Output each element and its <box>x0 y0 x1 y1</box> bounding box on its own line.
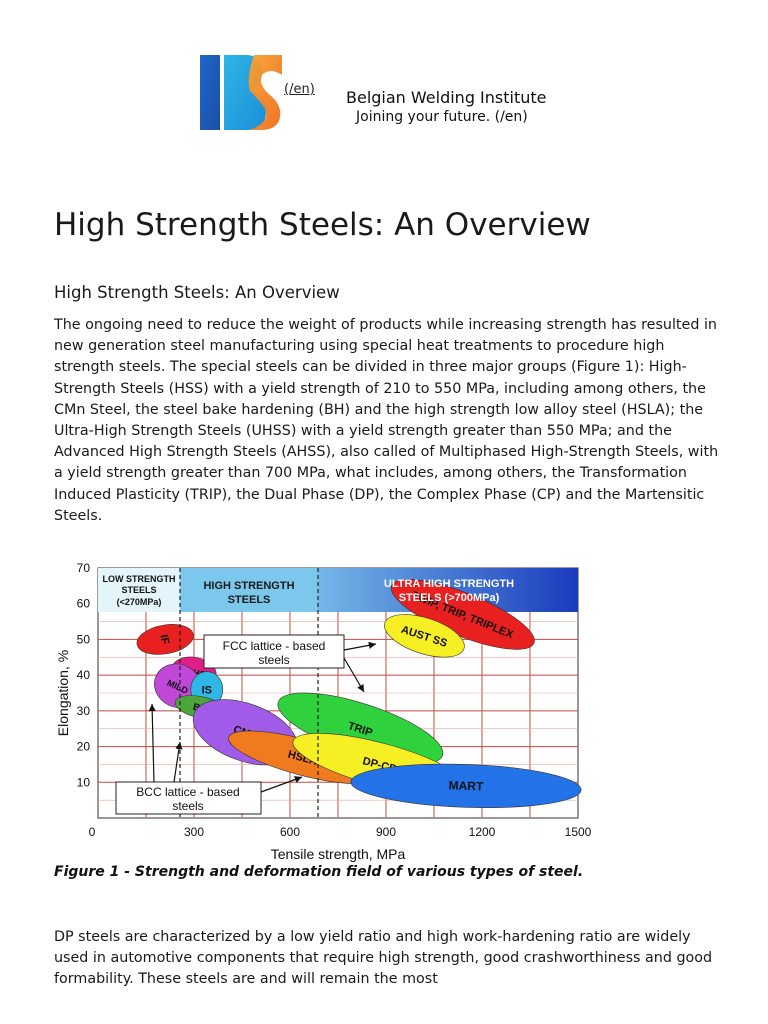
y-axis-label: Elongation, % <box>55 650 71 736</box>
region-aust-ss <box>384 614 465 658</box>
fcc-label-line1: FCC lattice - based <box>223 639 326 653</box>
x-axis-label: Tensile strength, MPa <box>271 846 406 862</box>
region-is-label: IS <box>202 684 212 696</box>
band-low-label-1: LOW STRENGTH <box>103 574 176 584</box>
bcc-arrow-3 <box>260 776 303 793</box>
figure-caption: Figure 1 - Strength and deformation fiel… <box>54 864 584 880</box>
y-tick-label: 10 <box>77 775 91 789</box>
band-ultra-label-2: STEELS (>700MPa) <box>399 592 500 604</box>
x-tick-label: 900 <box>376 825 396 839</box>
steel-regions: IFIF-HSMILDISBHCMnHSLATRIPDP-CPMARTTWIP,… <box>136 579 582 808</box>
band-high-label-1: HIGH STRENGTH <box>203 580 294 592</box>
bcc-label-box <box>115 781 262 815</box>
region-mart <box>350 763 582 808</box>
fcc-arrow-1 <box>343 641 377 651</box>
fcc-label-line2: steels <box>258 653 289 667</box>
page-title: High Strength Steels: An Overview <box>54 207 591 243</box>
band-low-label-2: STEELS <box>121 585 156 595</box>
y-tick-label: 70 <box>77 562 91 575</box>
axis-ticks: 0 300 600 900 1200 1500 10 20 30 40 50 60 70 <box>77 562 592 839</box>
bcc-label-line2: steels <box>172 799 203 813</box>
institute-name: Belgian Welding Institute <box>346 88 547 107</box>
region-mart-label: MART <box>448 778 484 793</box>
region-if-label: IF <box>157 634 171 646</box>
bwi-logo[interactable] <box>200 55 282 130</box>
x-tick-label: 1500 <box>565 825 592 839</box>
intro-paragraph: The ongoing need to reduce the weight of… <box>54 317 719 524</box>
institute-tagline-link[interactable]: Joining your future. (/en) <box>356 109 528 125</box>
site-header: (/en) Belgian Welding Institute Joining … <box>0 0 768 150</box>
region-if <box>136 624 194 655</box>
bcc-arrow-1 <box>148 703 156 783</box>
fcc-label-box <box>203 634 345 669</box>
y-tick-label: 30 <box>77 704 91 718</box>
x-tick-label: 600 <box>280 825 300 839</box>
x-tick-label: 300 <box>184 825 204 839</box>
logo-home-link[interactable]: (/en) <box>284 82 315 97</box>
y-tick-label: 60 <box>77 597 91 611</box>
section-heading: High Strength Steels: An Overview <box>54 283 340 302</box>
band-low-label-3: (<270MPa) <box>117 597 162 607</box>
y-tick-label: 20 <box>77 740 91 754</box>
band-high-label-2: STEELS <box>228 594 271 606</box>
band-high-strength <box>180 568 318 612</box>
y-tick-label: 40 <box>77 668 91 682</box>
x-tick-label: 1200 <box>469 825 496 839</box>
band-low-strength <box>98 568 180 612</box>
fcc-arrow-2 <box>343 657 365 693</box>
y-tick-label: 50 <box>77 632 91 646</box>
steel-strength-chart: IFIF-HSMILDISBHCMnHSLATRIPDP-CPMARTTWIP,… <box>55 562 592 862</box>
bcc-arrow-2 <box>173 741 183 783</box>
bcc-label-line1: BCC lattice - based <box>136 785 239 799</box>
x-tick-label: 0 <box>89 825 96 839</box>
dp-steels-paragraph: DP steels are characterized by a low yie… <box>54 929 713 988</box>
band-ultra-label-1: ULTRA HIGH STRENGTH <box>384 578 514 590</box>
